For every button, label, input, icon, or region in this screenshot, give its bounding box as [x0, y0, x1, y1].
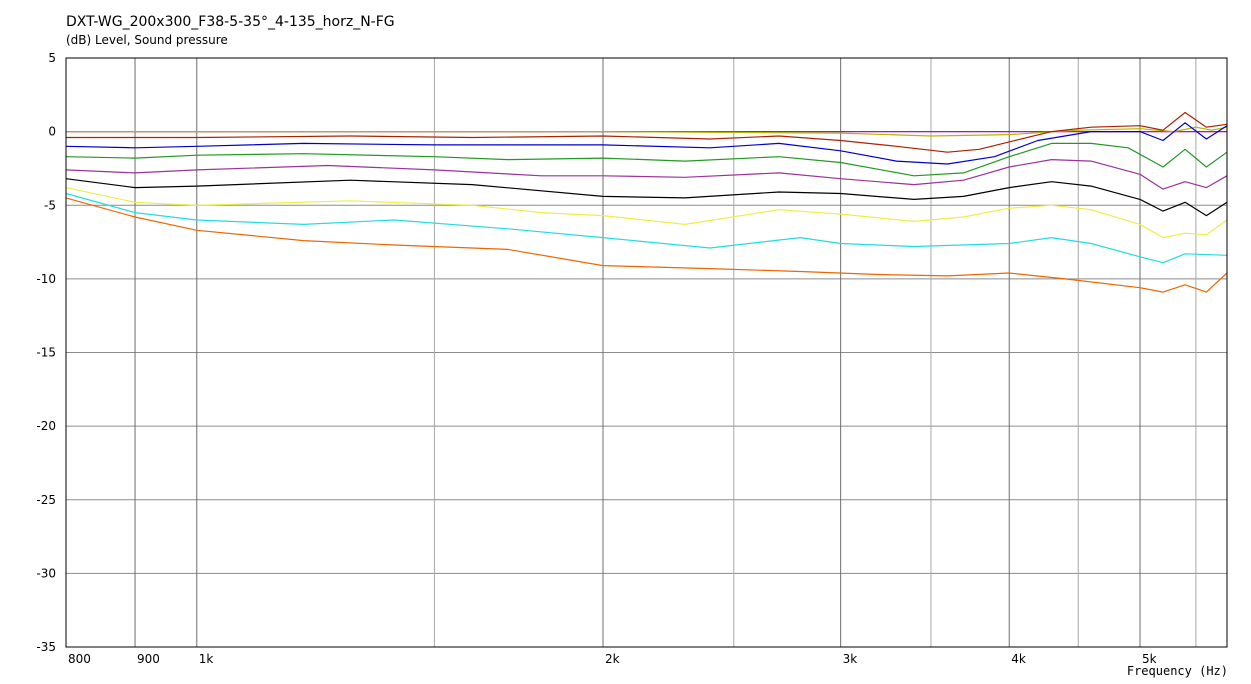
y-tick-label: -5 — [44, 198, 56, 212]
y-tick-label: -35 — [36, 640, 56, 654]
x-tick-label: 800 — [68, 652, 91, 666]
x-tick-labels: 800 900 1k 2k 3k 4k 5k — [68, 652, 1157, 666]
series-line — [65, 159, 1228, 190]
plot-frame — [65, 57, 1228, 648]
x-tick-label: 900 — [137, 652, 160, 666]
x-tick-label: 1k — [199, 652, 214, 666]
series-line — [65, 187, 1228, 239]
series-line — [65, 178, 1228, 217]
series-lines — [65, 111, 1228, 293]
x-axis-label: Frequency (Hz) — [1126, 664, 1228, 678]
chart-title: DXT-WG_200x300_F38-5-35°_4-135_horz_N-FG — [66, 14, 395, 30]
y-tick-label: -10 — [36, 272, 56, 286]
series-line — [65, 122, 1228, 165]
series-line — [65, 197, 1228, 293]
series-line — [65, 192, 1228, 264]
series-line — [66, 111, 1228, 153]
y-tick-label: -20 — [36, 419, 56, 433]
y-tick-label: 5 — [48, 51, 56, 65]
x-tick-label: 5k — [1142, 652, 1157, 666]
series-line — [65, 142, 1228, 177]
y-tick-label: -30 — [36, 566, 56, 580]
x-tick-label: 2k — [605, 652, 620, 666]
y-axis-label: (dB) Level, Sound pressure — [66, 33, 228, 47]
series-line — [66, 126, 1228, 137]
y-tick-label: -25 — [36, 493, 56, 507]
y-tick-labels: 5 0 -5 -10 -15 -20 -25 -30 -35 — [36, 51, 56, 654]
x-tick-label: 3k — [843, 652, 858, 666]
y-tick-label: -15 — [36, 346, 56, 360]
y-tick-label: 0 — [48, 125, 56, 139]
x-tick-label: 4k — [1011, 652, 1026, 666]
